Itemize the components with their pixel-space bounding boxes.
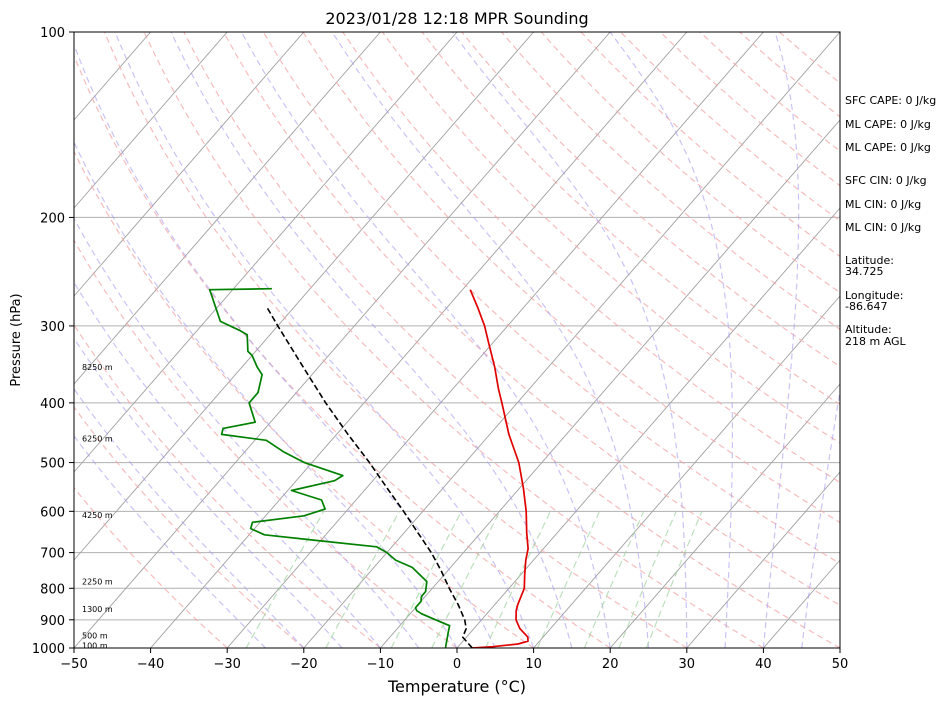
x-tick-label: −20 <box>290 657 317 672</box>
dry-adiabat-line <box>183 32 840 648</box>
profile-lines <box>208 287 529 648</box>
moist-adiabat-line <box>114 32 535 648</box>
height-label: 4250 m <box>82 511 113 520</box>
x-tick-label: −10 <box>367 657 394 672</box>
height-label: 1300 m <box>82 605 113 614</box>
y-axis: 1000 900 800 700 600 500 400 300 200 100 <box>32 26 74 657</box>
moist-adiabat-line <box>609 32 733 648</box>
y-tick-label: 800 <box>40 582 65 597</box>
dry-adiabat-line <box>74 239 458 648</box>
dry-adiabat-line <box>74 406 305 648</box>
dry-adiabat-line <box>143 32 764 648</box>
chart-title: 2023/01/28 12:18 MPR Sounding <box>325 9 588 28</box>
y-tick-label: 100 <box>40 26 65 41</box>
y-tick-label: 600 <box>40 505 65 520</box>
mixing-ratio-line <box>645 511 703 648</box>
x-tick-label: 10 <box>525 657 542 672</box>
isotherm-line <box>74 32 228 209</box>
isotherm-line <box>150 32 688 648</box>
isotherm-line <box>303 32 840 648</box>
parameter-text: ML CAPE: 0 J/kg <box>845 141 931 154</box>
dry-adiabat-line <box>501 32 840 330</box>
height-label: 6250 m <box>82 435 113 444</box>
x-tick-label: 30 <box>679 657 696 672</box>
parameter-text: ML CIN: 0 J/kg <box>845 221 921 234</box>
isotherm-line <box>686 471 840 648</box>
mixing-ratio-line <box>618 511 677 648</box>
mixing-ratio-line <box>325 511 400 648</box>
y-tick-label: 700 <box>40 547 65 562</box>
dry-adiabat-line <box>74 150 534 648</box>
height-label: 2250 m <box>82 578 113 587</box>
moist-adiabat-line <box>74 43 496 648</box>
parameter-text: ML CIN: 0 J/kg <box>845 198 921 211</box>
parameter-text: Longitude: <box>845 289 903 302</box>
height-label: 8250 m <box>82 363 113 372</box>
parcel-path <box>266 306 473 648</box>
isotherm-line <box>74 32 381 385</box>
isotherm-line <box>226 32 764 648</box>
dry-adiabat-line <box>103 32 688 648</box>
parameter-text: Latitude: <box>845 254 894 267</box>
x-tick-label: 40 <box>755 657 772 672</box>
moist-adiabat-line <box>170 32 573 648</box>
moist-adiabat-line <box>331 32 650 648</box>
x-tick-label: 0 <box>453 657 461 672</box>
parameter-text: 34.725 <box>845 265 884 278</box>
sounding-parameters: SFC CAPE: 0 J/kg ML CAPE: 0 J/kg ML CAPE: … <box>845 94 936 348</box>
isotherm-line <box>74 32 305 297</box>
dry-adiabat-line <box>262 32 840 565</box>
x-tick-label: −30 <box>213 657 240 672</box>
isotherm-line <box>380 119 840 648</box>
dry-adiabat-line <box>342 32 840 484</box>
x-tick-label: 50 <box>832 657 849 672</box>
dewpoint-profile <box>208 287 451 648</box>
isotherm-line <box>609 383 840 648</box>
parameter-text: SFC CIN: 0 J/kg <box>845 174 927 187</box>
y-tick-label: 200 <box>40 211 65 226</box>
mixing-ratio-line <box>431 511 501 648</box>
temperature-profile <box>469 289 529 648</box>
parameter-text: Altitude: <box>845 323 892 336</box>
dry-adiabat-line <box>461 32 840 368</box>
isotherm-line <box>74 32 534 561</box>
x-axis: −50 −40 −30 −20 −10 0 10 20 30 40 50 <box>60 648 848 672</box>
height-label: 100 m <box>82 641 108 650</box>
moist-adiabat-line <box>762 32 800 648</box>
moist-adiabat-line <box>74 217 420 648</box>
isotherm-line <box>74 32 611 648</box>
x-tick-label: −50 <box>60 657 87 672</box>
y-tick-label: 1000 <box>32 642 65 657</box>
moist-adiabat-line <box>74 140 458 648</box>
parameter-text: 218 m AGL <box>845 335 907 348</box>
mixing-ratio-line <box>536 511 601 648</box>
y-tick-label: 300 <box>40 320 65 335</box>
moist-adiabat-line <box>240 32 611 648</box>
y-tick-label: 500 <box>40 457 65 472</box>
y-tick-label: 400 <box>40 397 65 412</box>
background-lines <box>74 32 840 648</box>
dry-adiabat-line <box>540 32 840 294</box>
dry-adiabat-line <box>223 32 840 606</box>
x-tick-label: 20 <box>602 657 619 672</box>
parameter-text: ML CAPE: 0 J/kg <box>845 118 931 131</box>
moist-adiabat-line <box>74 387 305 648</box>
moist-adiabat-line <box>74 434 266 648</box>
moist-adiabat-line <box>74 337 343 648</box>
height-label: 500 m <box>82 632 108 641</box>
dry-adiabat-line <box>302 32 840 524</box>
isotherm-line <box>74 32 458 473</box>
parameter-text: -86.647 <box>845 300 887 313</box>
x-tick-label: −40 <box>137 657 164 672</box>
moist-adiabat-line <box>451 32 688 648</box>
x-axis-label: Temperature (°C) <box>387 677 526 696</box>
y-tick-label: 900 <box>40 614 65 629</box>
moist-adiabat-line <box>801 387 840 648</box>
parameter-text: SFC CAPE: 0 J/kg <box>845 94 936 107</box>
isotherm-line <box>456 207 840 648</box>
y-axis-label: Pressure (hPa) <box>9 293 24 386</box>
mixing-ratio-line <box>390 511 462 648</box>
